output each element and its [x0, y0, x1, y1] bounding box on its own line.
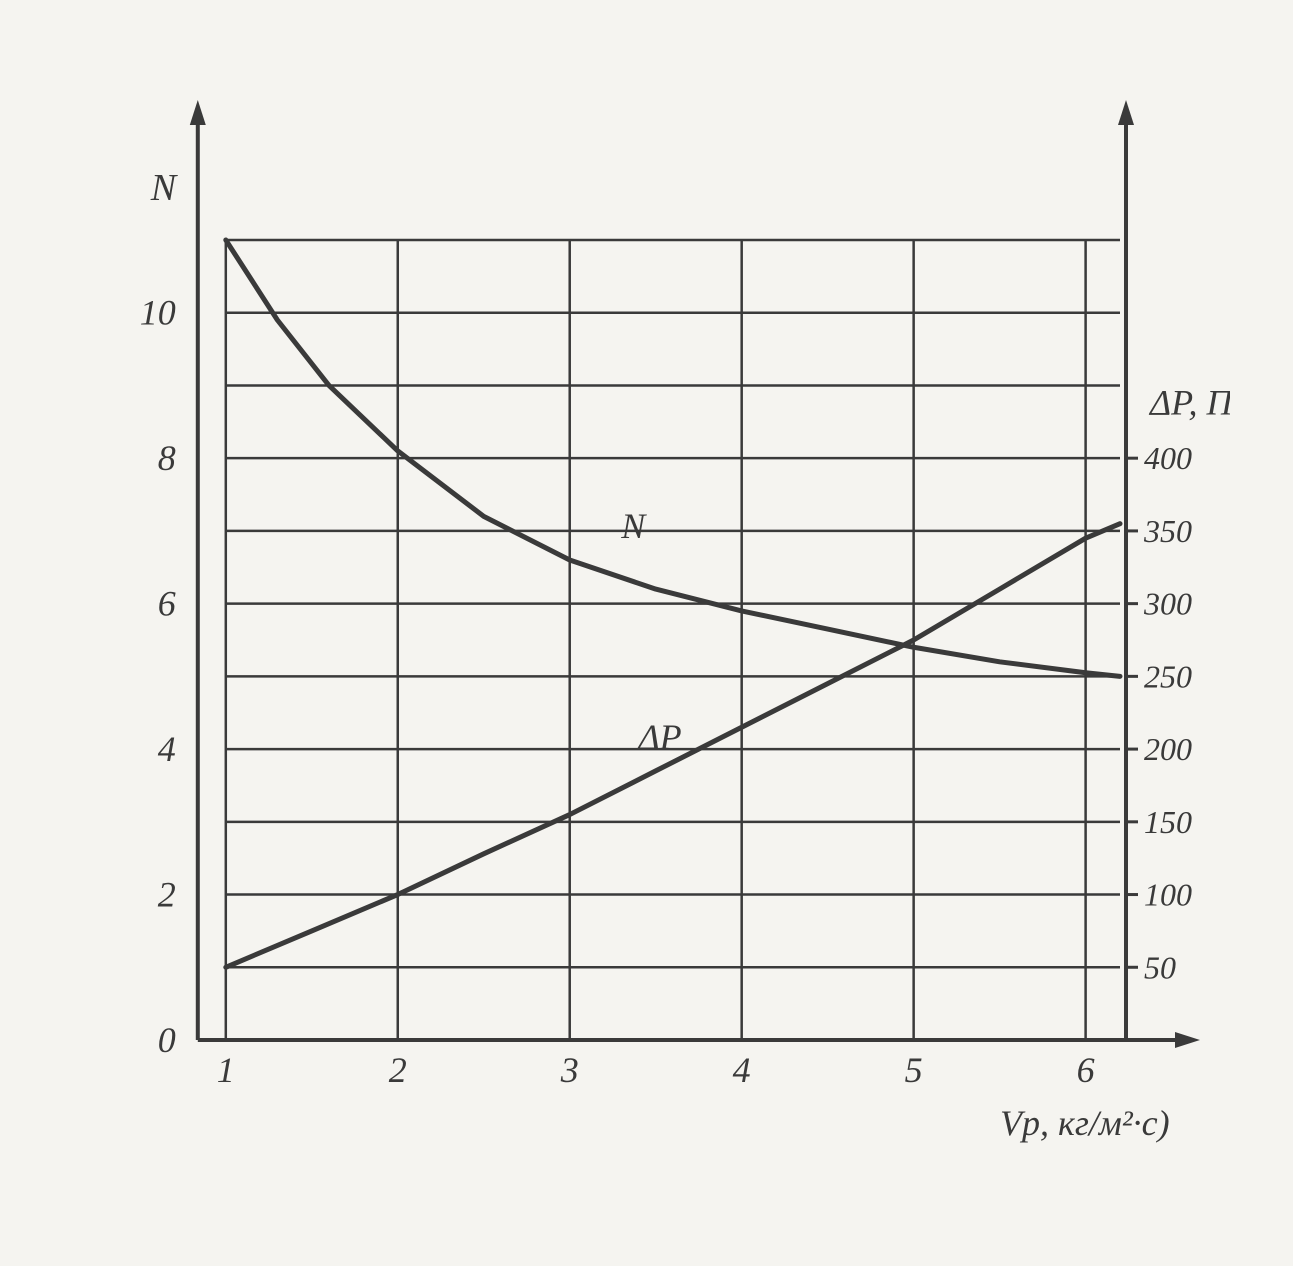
svg-text:150: 150	[1144, 804, 1192, 840]
svg-text:4: 4	[158, 729, 176, 769]
svg-text:6: 6	[158, 584, 176, 624]
svg-text:350: 350	[1143, 513, 1192, 549]
svg-text:1: 1	[217, 1050, 235, 1090]
svg-text:200: 200	[1144, 731, 1192, 767]
series-label-N: N	[620, 506, 647, 546]
svg-text:10: 10	[140, 293, 176, 333]
svg-text:3: 3	[560, 1050, 579, 1090]
chart-svg: 0 2 4 6 8 10 50 100 150 200 250 300 350 400 1 2 3 4 5 6 N ΔP,…	[80, 60, 1230, 1210]
left-axis-label: N	[150, 167, 179, 209]
right-axis-label: ΔP, Па	[1148, 383, 1230, 423]
svg-text:300: 300	[1143, 586, 1192, 622]
svg-text:100: 100	[1144, 877, 1192, 913]
chart-container: 0 2 4 6 8 10 50 100 150 200 250 300 350 400 1 2 3 4 5 6 N ΔP,…	[80, 60, 1230, 1210]
svg-text:5: 5	[905, 1050, 923, 1090]
svg-text:2: 2	[389, 1050, 407, 1090]
series-label-DeltaP: ΔP	[637, 717, 682, 757]
svg-text:50: 50	[1144, 949, 1176, 985]
svg-text:6: 6	[1077, 1050, 1095, 1090]
svg-text:0: 0	[158, 1020, 176, 1060]
svg-text:250: 250	[1144, 658, 1192, 694]
svg-text:400: 400	[1144, 440, 1192, 476]
svg-text:2: 2	[158, 875, 176, 915]
svg-text:4: 4	[733, 1050, 751, 1090]
svg-text:8: 8	[158, 438, 176, 478]
x-axis-label: Vр, кг/м²·с)	[1000, 1103, 1170, 1143]
